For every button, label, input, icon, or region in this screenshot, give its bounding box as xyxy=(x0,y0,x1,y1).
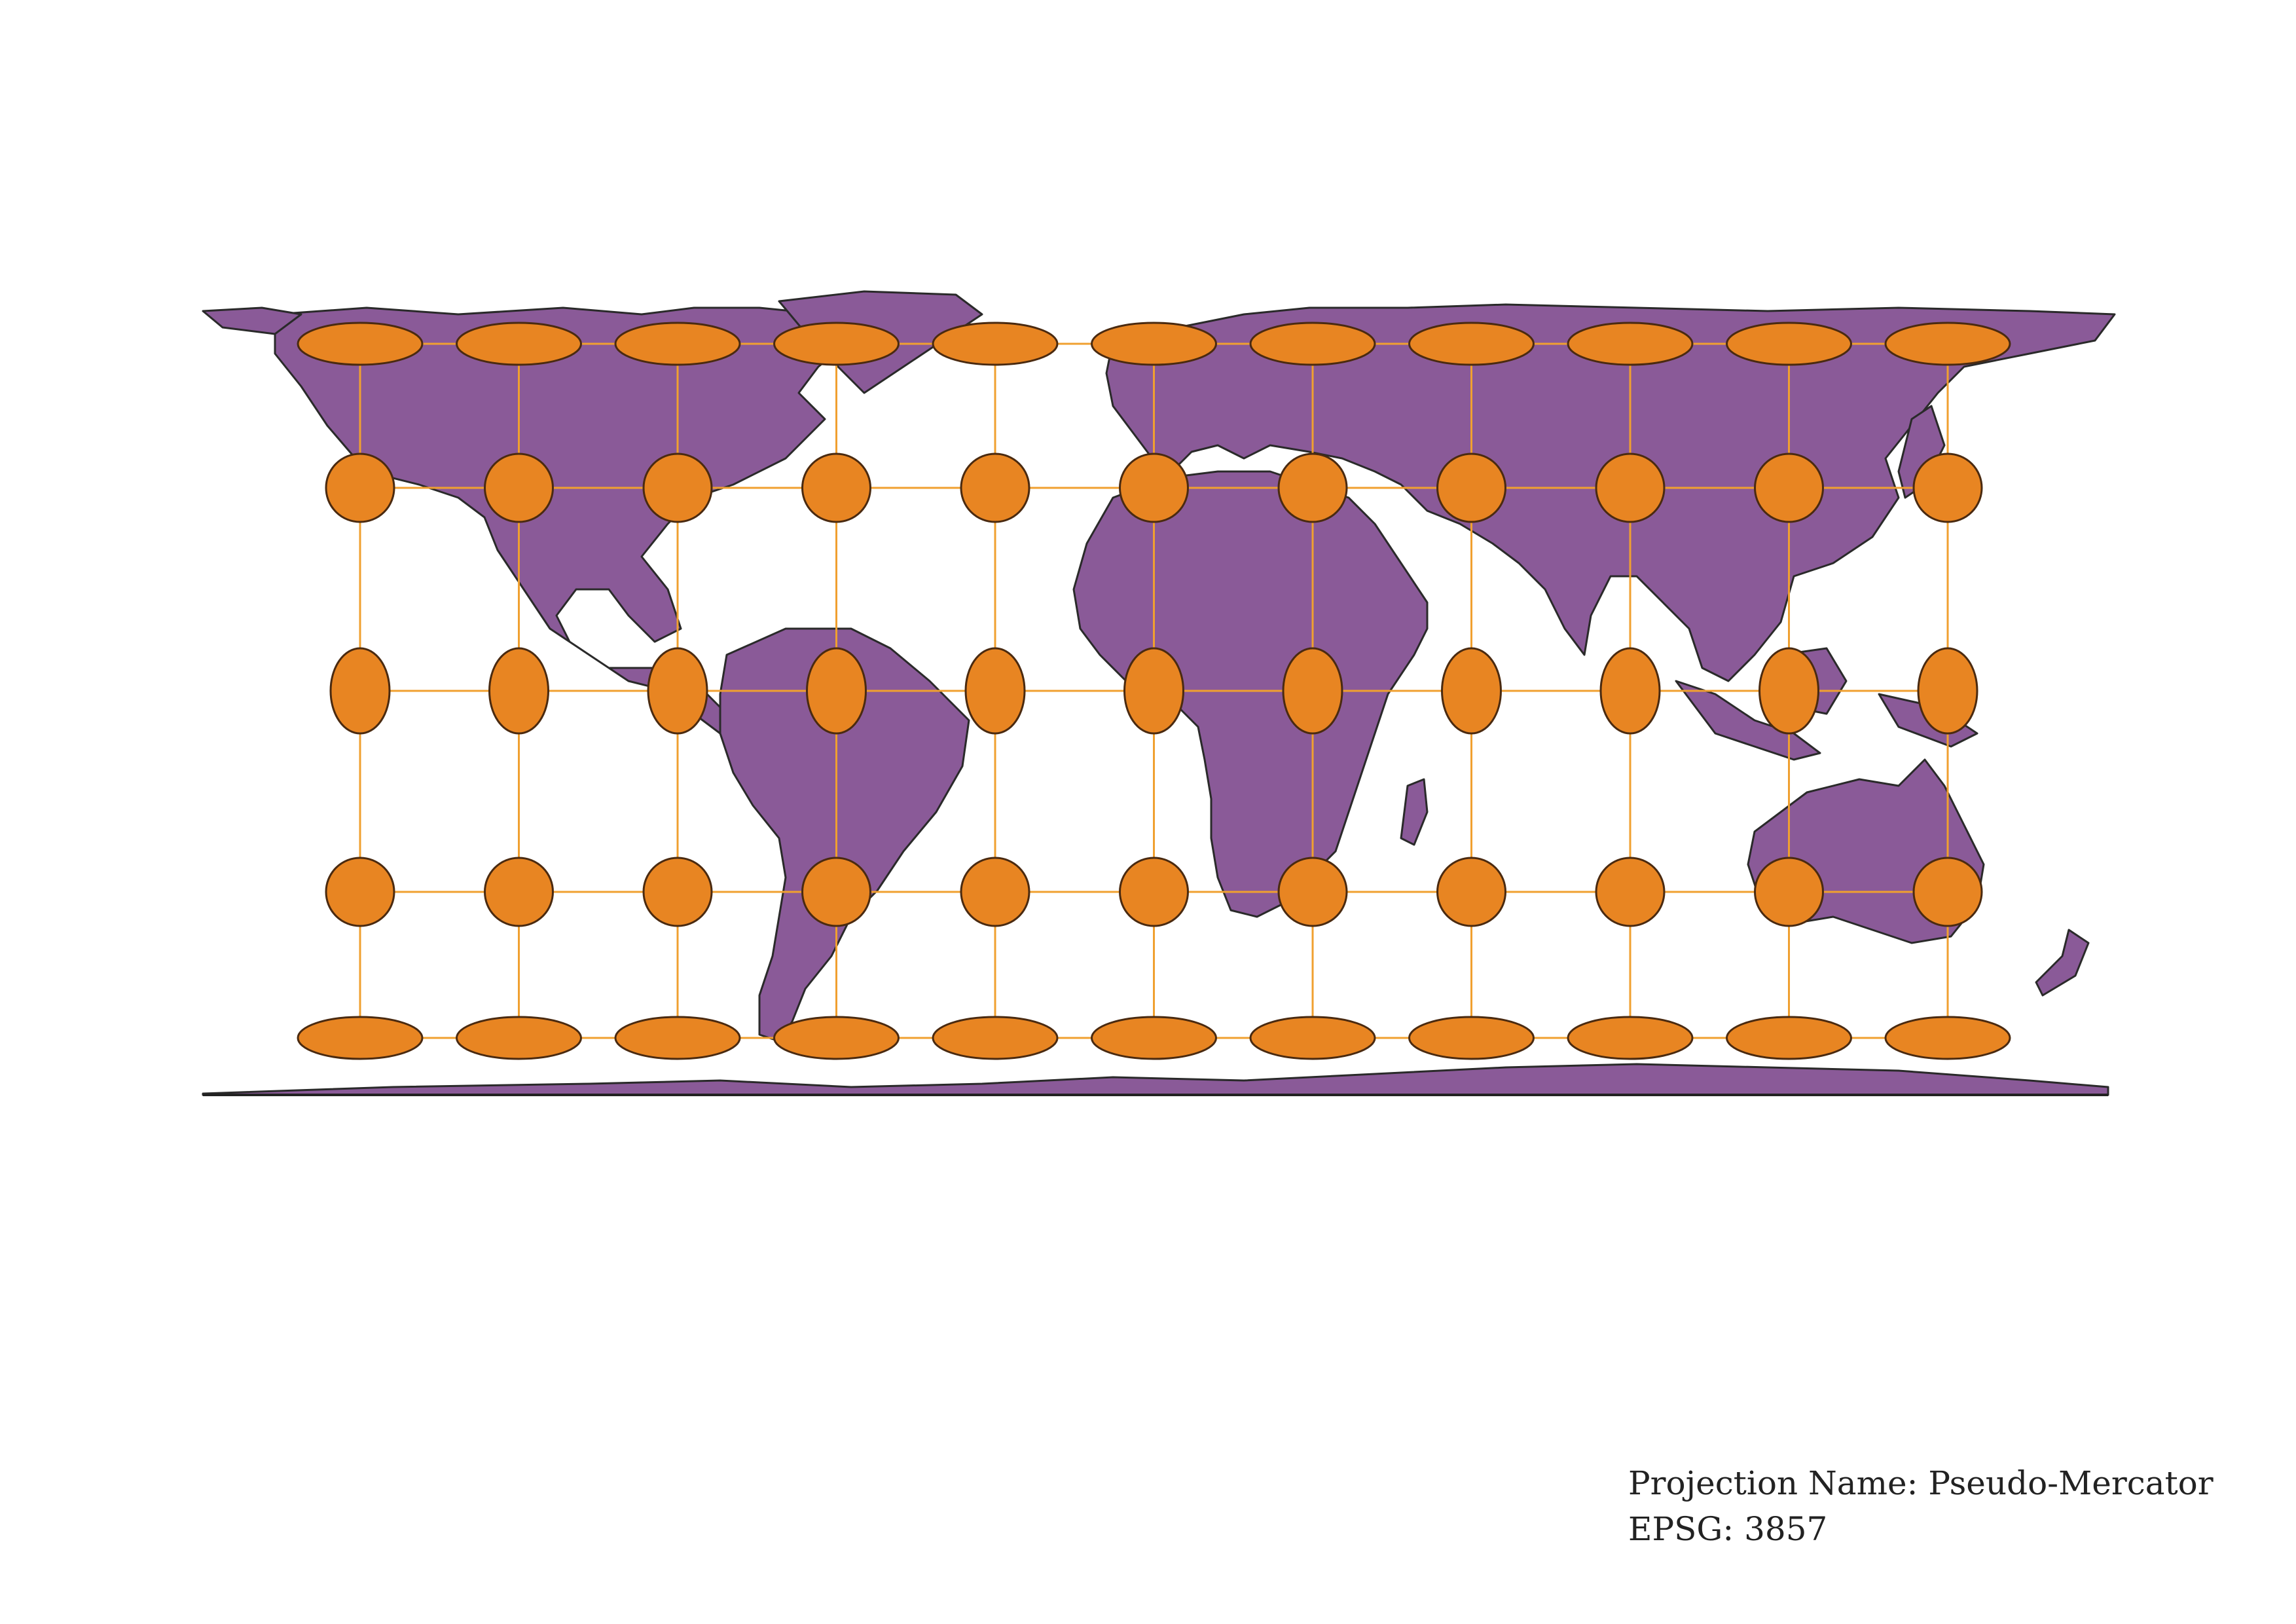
tissot-indicatrix xyxy=(325,857,395,927)
tissot-indicatrix xyxy=(325,452,395,523)
tissot-indicatrix xyxy=(960,857,1030,927)
tissot-indicatrix xyxy=(614,1016,741,1060)
tissot-indicatrix xyxy=(1726,322,1852,366)
tissot-indicatrix xyxy=(1567,322,1694,366)
tissot-indicatrix xyxy=(642,452,713,523)
tissot-indicatrix xyxy=(1436,452,1506,523)
tissot-indicatrix xyxy=(1091,322,1217,366)
projection-name-label: Projection Name: Pseudo-Mercator xyxy=(1628,1464,2214,1502)
tissot-indicatrix xyxy=(614,322,741,366)
tissot-indicatrix xyxy=(1884,1016,2011,1060)
tissot-indicatrix xyxy=(773,1016,900,1060)
tissot-indicatrix xyxy=(801,452,871,523)
tissot-indicatrix xyxy=(1249,1016,1376,1060)
land-arctic-strip xyxy=(202,306,302,335)
tissot-indicatrix xyxy=(1726,1016,1852,1060)
tissot-indicatrix xyxy=(1436,857,1506,927)
indicatrix-layer xyxy=(297,322,2011,1060)
tissot-indicatrix xyxy=(1754,452,1824,523)
tissot-indicatrix xyxy=(1408,322,1535,366)
epsg-code-label: EPSG: 3857 xyxy=(1628,1510,1828,1548)
tissot-indicatrix xyxy=(932,1016,1059,1060)
tissot-indicatrix xyxy=(484,452,554,523)
tissot-indicatrix xyxy=(1912,857,1983,927)
tissot-indicatrix xyxy=(964,647,1026,735)
tissot-indicatrix xyxy=(1408,1016,1535,1060)
tissot-indicatrix xyxy=(1912,452,1983,523)
tissot-indicatrix xyxy=(932,322,1059,366)
tissot-indicatrix xyxy=(1282,647,1343,735)
tissot-indicatrix xyxy=(647,647,708,735)
tissot-indicatrix xyxy=(1119,452,1189,523)
tissot-indicatrix xyxy=(1758,647,1819,735)
tissot-indicatrix xyxy=(1595,452,1666,523)
tissot-indicatrix xyxy=(1441,647,1502,735)
tissot-indicatrix xyxy=(806,647,867,735)
tissot-indicatrix xyxy=(1754,857,1824,927)
tissot-indicatrix xyxy=(960,452,1030,523)
tissot-indicatrix xyxy=(488,647,549,735)
tissot-indicatrix xyxy=(1884,322,2011,366)
tissot-indicatrix xyxy=(297,322,424,366)
land-sea-islands xyxy=(1675,680,1821,761)
tissot-indicatrix xyxy=(1277,857,1348,927)
land-antarctica xyxy=(202,1063,2109,1096)
tissot-indicatrix xyxy=(1123,647,1184,735)
tissot-indicatrix xyxy=(1595,857,1666,927)
land-madagascar xyxy=(1400,778,1429,846)
land-new-zealand xyxy=(2035,929,2090,997)
tissot-indicatrix xyxy=(1249,322,1376,366)
tissot-indicatrix xyxy=(1091,1016,1217,1060)
tissot-indicatrix xyxy=(456,1016,582,1060)
tissot-indicatrix xyxy=(801,857,871,927)
tissot-indicatrix xyxy=(1277,452,1348,523)
tissot-indicatrix xyxy=(297,1016,424,1060)
tissot-indicatrix xyxy=(773,322,900,366)
tissot-indicatrix xyxy=(1119,857,1189,927)
tissot-indicatrix xyxy=(1567,1016,1694,1060)
tissot-indicatrix xyxy=(642,857,713,927)
tissot-indicatrix xyxy=(329,647,391,735)
tissot-indicatrix xyxy=(484,857,554,927)
tissot-indicatrix xyxy=(1599,647,1661,735)
tissot-indicatrix xyxy=(1917,647,1978,735)
tissot-indicatrix xyxy=(456,322,582,366)
land-south-america xyxy=(719,627,970,1043)
